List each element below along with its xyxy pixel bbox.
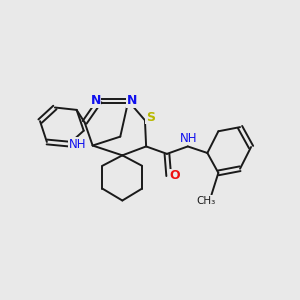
Text: N: N	[127, 94, 137, 107]
Text: S: S	[146, 111, 155, 124]
Text: O: O	[169, 169, 180, 182]
Text: CH₃: CH₃	[197, 196, 216, 206]
Text: N: N	[90, 94, 101, 107]
Text: NH: NH	[180, 132, 197, 145]
Text: NH: NH	[69, 138, 86, 151]
